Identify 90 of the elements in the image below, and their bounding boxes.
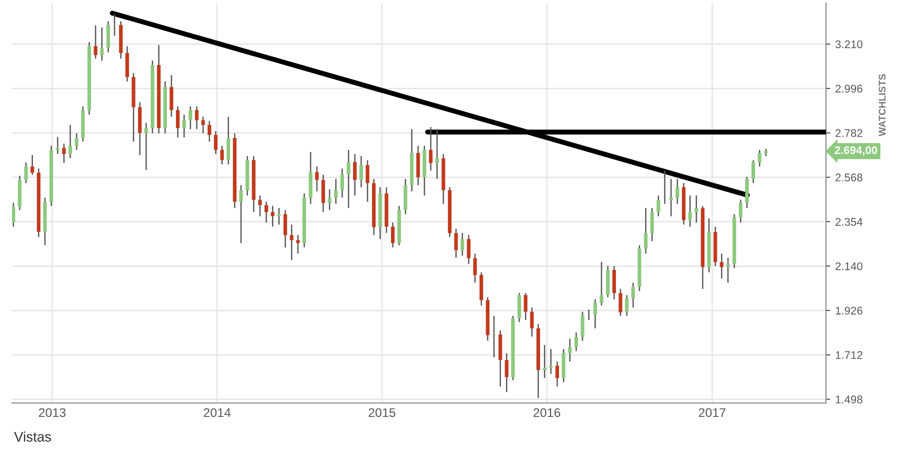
candlestick <box>688 194 692 228</box>
candlestick <box>568 338 572 362</box>
y-tick-label: 2.568 <box>836 174 862 182</box>
candlestick <box>580 311 584 342</box>
candlestick <box>694 194 698 224</box>
candlestick <box>144 122 148 171</box>
y-tick-label: 1.926 <box>836 306 862 315</box>
candlestick <box>290 224 294 261</box>
candlestick <box>428 126 433 172</box>
candlestick <box>315 166 319 192</box>
candlestick <box>201 116 205 134</box>
candlestick <box>100 26 104 62</box>
text: WATCHLISTS <box>878 74 886 136</box>
x-tick-label: 2017 <box>698 408 726 418</box>
candlestick <box>270 205 274 228</box>
candlestick <box>56 136 60 155</box>
candlestick <box>555 360 560 388</box>
candlestick <box>524 292 528 321</box>
candlestick <box>353 153 357 196</box>
candlestick <box>188 106 192 130</box>
candlestick <box>226 116 230 166</box>
candlestick <box>644 207 648 254</box>
text: 2.694,00 <box>834 146 878 156</box>
candlestick <box>600 261 604 306</box>
candlestick <box>751 160 756 184</box>
candlestick <box>720 252 724 280</box>
candlestick <box>264 201 268 224</box>
candlestick <box>549 348 553 375</box>
candlestick <box>454 228 458 258</box>
candlestick <box>328 188 332 211</box>
candlestick <box>650 207 654 242</box>
candlestick <box>283 209 288 248</box>
candlestick <box>435 128 439 180</box>
candlestick <box>530 306 534 338</box>
y-tick-label: 2.996 <box>836 84 862 93</box>
candlestick <box>656 194 660 217</box>
candlestick <box>593 298 597 329</box>
candlestick <box>277 207 281 226</box>
x-tick-label: 2014 <box>204 408 231 418</box>
candlestick <box>517 292 522 323</box>
candlestick <box>94 24 98 60</box>
x-tick-label: 2013 <box>38 408 66 418</box>
candlestick <box>258 194 262 217</box>
candlestick <box>346 149 350 209</box>
candlestick <box>24 162 28 184</box>
candlestick <box>220 145 224 166</box>
candlestick <box>738 199 742 224</box>
candlestick <box>631 282 635 308</box>
candlestick <box>30 154 34 176</box>
candlestick <box>182 114 186 138</box>
candlestick <box>214 130 218 155</box>
text: Vistas <box>14 432 52 442</box>
candlestick <box>669 178 673 217</box>
candlestick <box>208 120 212 142</box>
candlestick <box>106 20 110 54</box>
candlestick <box>624 294 629 316</box>
y-tick-label: 2.140 <box>836 262 862 270</box>
candlestick <box>359 155 363 188</box>
candlestick <box>334 178 338 204</box>
candlestick <box>366 160 370 202</box>
y-tick-label: 1.498 <box>836 396 862 404</box>
y-tick-label: 2.782 <box>836 129 862 138</box>
candlestick <box>758 149 762 168</box>
candlestick <box>340 168 344 198</box>
candlestick <box>239 184 243 244</box>
y-tick-label: 2.354 <box>836 218 863 226</box>
candlestick <box>176 106 180 138</box>
candlestick <box>574 332 578 352</box>
y-tick-label: 3.210 <box>835 40 862 48</box>
candlestick <box>62 143 66 164</box>
candlestick <box>466 234 470 265</box>
candlestick <box>473 252 477 284</box>
candlestick <box>296 234 300 254</box>
candlestick <box>504 352 508 393</box>
candlestick <box>612 265 616 300</box>
candlestick <box>726 257 730 284</box>
candlestick <box>460 232 464 256</box>
candlestick <box>676 178 680 204</box>
candlestick <box>321 174 326 213</box>
candlestick <box>618 288 622 316</box>
x-tick-label: 2015 <box>368 408 396 418</box>
y-tick-label: 1.712 <box>836 351 862 359</box>
candlestick <box>542 344 546 379</box>
candlestick <box>390 222 395 248</box>
x-tick-label: 2016 <box>534 408 560 418</box>
candlestick <box>12 202 16 228</box>
candlestick <box>74 132 78 151</box>
candlestick <box>194 106 199 130</box>
candlestick <box>170 74 174 118</box>
candlestick <box>68 124 72 159</box>
